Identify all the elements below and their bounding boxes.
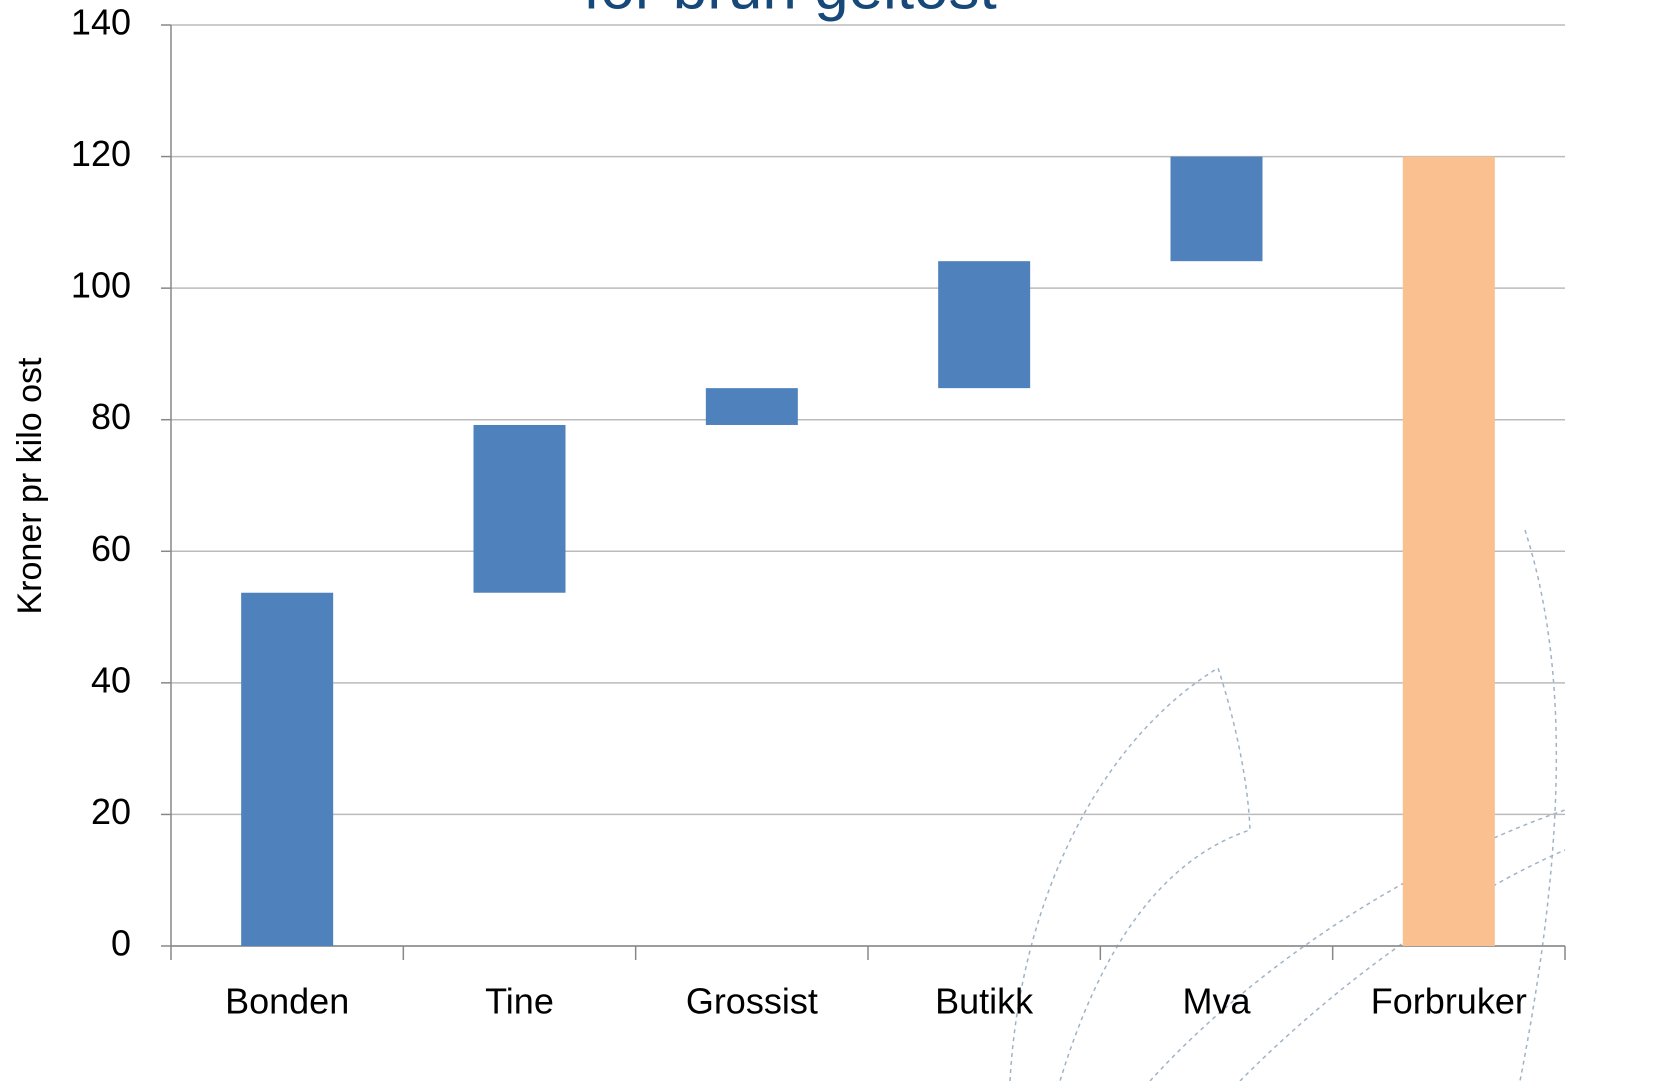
bar <box>241 592 334 946</box>
x-tick-label: Tine <box>485 981 554 1022</box>
x-tick-label: Bonden <box>225 981 349 1022</box>
bar <box>1170 156 1263 262</box>
y-tick-label: 0 <box>111 923 131 964</box>
x-tick-label: Forbruker <box>1371 981 1527 1022</box>
y-tick-label: 100 <box>71 265 131 306</box>
x-tick-label: Mva <box>1182 981 1251 1022</box>
x-tick-label: Grossist <box>686 981 818 1022</box>
y-axis-label: Kroner pr kilo ost <box>11 357 49 615</box>
y-tick-label: 120 <box>71 133 131 174</box>
bar <box>473 424 566 593</box>
bar <box>705 388 798 425</box>
y-tick-label: 140 <box>71 2 131 43</box>
decoration <box>1009 529 1566 1081</box>
x-tick-label: Butikk <box>935 981 1034 1022</box>
y-tick-label: 60 <box>91 528 131 569</box>
y-tick-label: 80 <box>91 396 131 437</box>
chart-title: for brun geitost <box>583 0 997 22</box>
y-tick-label: 40 <box>91 659 131 700</box>
bar <box>938 261 1031 389</box>
y-tick-label: 20 <box>91 791 131 832</box>
total-bar <box>1402 156 1495 947</box>
